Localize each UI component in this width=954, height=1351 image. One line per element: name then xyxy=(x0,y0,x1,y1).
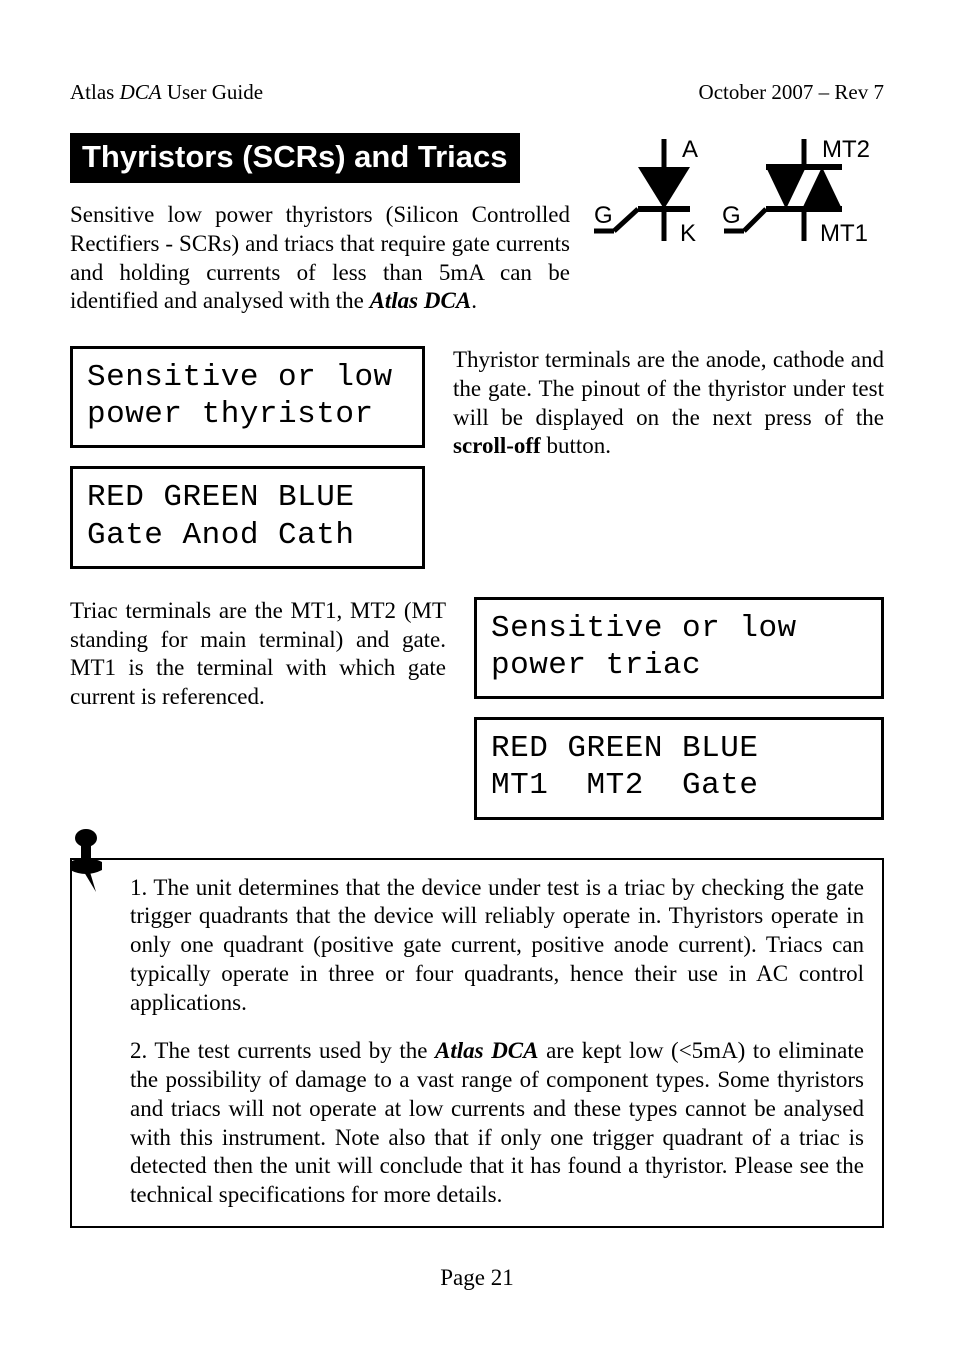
label-anode: A xyxy=(682,136,698,163)
header-left: Atlas DCA User Guide xyxy=(70,80,263,105)
page: Atlas DCA User Guide October 2007 – Rev … xyxy=(0,0,954,1351)
intro-device: Atlas DCA xyxy=(370,288,472,313)
note-container: 1. The unit determines that the device u… xyxy=(70,858,884,1228)
thyristor-triac-symbols-svg: A K G MT2 MT1 xyxy=(594,133,884,263)
schematic-symbols: A K G MT2 MT1 xyxy=(594,133,884,263)
intro-pre: Sensitive low power thyristors (Silicon … xyxy=(70,202,570,313)
thyristor-row: Sensitive or low power thyristor RED GRE… xyxy=(70,346,884,569)
header-left-suffix: User Guide xyxy=(162,80,263,104)
note-2-device: Atlas DCA xyxy=(435,1038,538,1063)
intro-paragraph: Sensitive low power thyristors (Silicon … xyxy=(70,201,570,316)
note-1: 1. The unit determines that the device u… xyxy=(130,874,864,1018)
lcd-triac-type: Sensitive or low power triac xyxy=(474,597,884,699)
note-2-post: are kept low (<5mA) to eliminate the pos… xyxy=(130,1038,864,1207)
triac-terminals-paragraph: Triac terminals are the MT1, MT2 (MT sta… xyxy=(70,597,446,820)
lcd-thyristor-pinout-line1: RED GREEN BLUE xyxy=(87,479,408,516)
intro-post: . xyxy=(471,288,477,313)
title-and-diagram-row: Thyristors (SCRs) and Triacs Sensitive l… xyxy=(70,133,884,316)
thyristor-terminals-pre: Thyristor terminals are the anode, catho… xyxy=(453,347,884,430)
lcd-thyristor-type-line1: Sensitive or low xyxy=(87,359,408,396)
label-mt2: MT2 xyxy=(822,136,870,163)
note-2: 2. The test currents used by the Atlas D… xyxy=(130,1037,864,1210)
section-title: Thyristors (SCRs) and Triacs xyxy=(70,133,520,183)
label-gate-scr: G xyxy=(594,202,613,229)
lcd-thyristor-type: Sensitive or low power thyristor xyxy=(70,346,425,448)
header-left-italic: DCA xyxy=(120,80,162,104)
label-mt1: MT1 xyxy=(820,220,868,247)
thyristor-lcd-column: Sensitive or low power thyristor RED GRE… xyxy=(70,346,425,569)
lcd-triac-type-line2: power triac xyxy=(491,647,867,684)
label-cathode: K xyxy=(680,220,696,247)
label-gate-triac: G xyxy=(722,202,741,229)
thyristor-terminals-post: button. xyxy=(541,433,611,458)
lcd-triac-pinout: RED GREEN BLUE MT1 MT2 Gate xyxy=(474,717,884,819)
triac-row: Triac terminals are the MT1, MT2 (MT sta… xyxy=(70,597,884,820)
pushpin-icon xyxy=(64,828,120,899)
lcd-thyristor-pinout: RED GREEN BLUE Gate Anod Cath xyxy=(70,466,425,568)
title-and-intro-column: Thyristors (SCRs) and Triacs Sensitive l… xyxy=(70,133,570,316)
thyristor-terminals-bold: scroll-off xyxy=(453,433,541,458)
lcd-triac-pinout-line2: MT1 MT2 Gate xyxy=(491,767,867,804)
lcd-triac-pinout-line1: RED GREEN BLUE xyxy=(491,730,867,767)
note-2-pre: 2. The test currents used by the xyxy=(130,1038,435,1063)
header-left-prefix: Atlas xyxy=(70,80,120,104)
page-footer: Page 21 xyxy=(0,1265,954,1291)
header-right: October 2007 – Rev 7 xyxy=(699,80,884,105)
lcd-thyristor-type-line2: power thyristor xyxy=(87,396,408,433)
lcd-thyristor-pinout-line2: Gate Anod Cath xyxy=(87,517,408,554)
thyristor-terminals-paragraph: Thyristor terminals are the anode, catho… xyxy=(453,346,884,569)
triac-lcd-column: Sensitive or low power triac RED GREEN B… xyxy=(474,597,884,820)
note-box: 1. The unit determines that the device u… xyxy=(70,858,884,1228)
lcd-triac-type-line1: Sensitive or low xyxy=(491,610,867,647)
page-header: Atlas DCA User Guide October 2007 – Rev … xyxy=(70,80,884,105)
